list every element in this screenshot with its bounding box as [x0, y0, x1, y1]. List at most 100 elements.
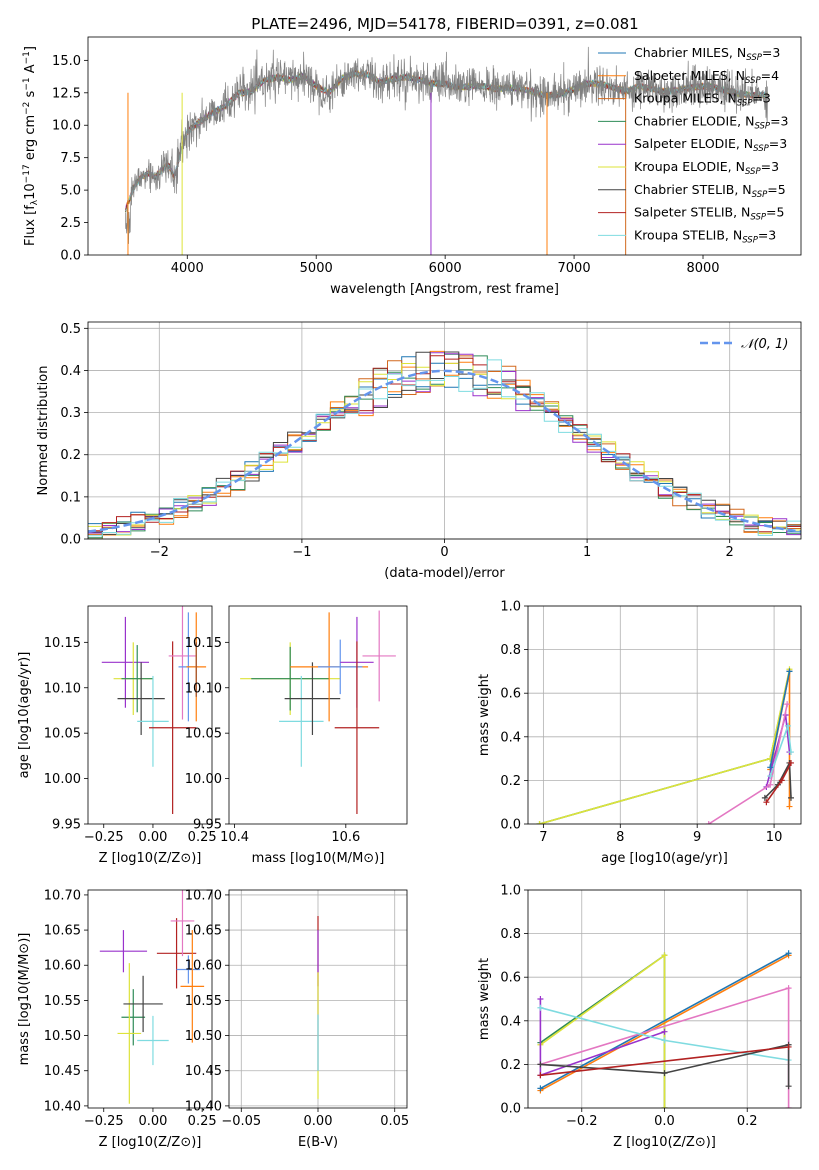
y-axis-label-part: −17: [22, 164, 32, 183]
x-axis-label: Z [log10(Z/Z⊙)]: [99, 851, 202, 866]
data-point: [99, 930, 148, 973]
weight-marker: [537, 996, 544, 1002]
y-axis-label-part: ]: [23, 46, 38, 51]
legend-entry: Chabrier MILES, NSSP=3: [634, 45, 780, 63]
weight-marker: [537, 1085, 544, 1092]
data-point: [170, 890, 195, 957]
weight-marker: [763, 799, 770, 806]
y-axis-label: Flux [fλ10−17 erg cm−2 s−1 A−1]: [22, 46, 40, 246]
y-axis-label-part: erg cm: [23, 115, 38, 164]
weight-marker: [788, 759, 795, 766]
mass_vs_ebv-axes: −0.05 0.00 0.05 10.40 10.45 10.50 10.55 10.60 10…: [185, 888, 409, 1150]
legend-entry-subscript: SSP: [745, 76, 761, 86]
weight-marker: [785, 985, 792, 992]
weight_vs_age-axes: 7 8 9 10 0.0 0.2 0.4 0.6 0.8 1.0 age [log10(age/yr…: [477, 600, 802, 866]
errorbars: [101, 606, 207, 815]
x-tick-label: 4000: [171, 261, 204, 276]
weight-series: [769, 671, 791, 768]
legend-entry: Salpeter MILES, NSSP=4: [634, 68, 779, 86]
x-tick-label: 7000: [558, 261, 591, 276]
weight-marker: [778, 777, 785, 784]
x-axis-label: mass [log10(M/M⊙)]: [252, 851, 385, 866]
y-tick-label: 0.8: [500, 927, 521, 942]
x-axis-label: age [log10(age/yr)]: [601, 851, 728, 866]
mass_vs_Z-axes: −0.25 0.00 0.25 10.40 10.45 10.50 10.55 10.60 10…: [17, 888, 217, 1150]
legend-entry-subscript: SSP: [753, 144, 769, 154]
y-tick-label: 5.0: [60, 184, 81, 199]
y-tick-label: 0.4: [60, 364, 81, 379]
x-tick-label: −0.05: [221, 1114, 261, 1129]
data-point: [251, 646, 330, 711]
y-tick-label: 10.15: [185, 636, 222, 651]
x-tick-label: 2: [726, 545, 734, 560]
y-axis-label-part: Flux [f: [23, 205, 38, 246]
y-tick-label: 10.45: [44, 1064, 81, 1079]
x-axis-label: Z [log10(Z/Z⊙)]: [613, 1135, 716, 1150]
y-tick-label: 15.0: [52, 54, 81, 69]
y-tick-label: 12.5: [52, 86, 81, 101]
y-tick-label: 10.05: [44, 727, 81, 742]
y-tick-label: 0.2: [60, 448, 81, 463]
x-tick-label: 0.00: [138, 830, 167, 845]
weight-series: [540, 1046, 789, 1077]
legend-entry-label: Chabrier ELODIE, N: [634, 113, 754, 128]
weight-marker: [767, 764, 774, 771]
legend-entry-subscript: SSP: [750, 213, 766, 223]
weight-marker: [788, 794, 795, 801]
y-tick-label: 10.60: [185, 959, 222, 974]
data-point: [137, 675, 169, 767]
legend-entry-label: Kroupa MILES, N: [634, 91, 737, 106]
x-tick-label: −0.2: [566, 1114, 598, 1129]
legend-entry-label: Chabrier MILES, N: [634, 45, 746, 60]
y-tick-label: 0.0: [60, 533, 81, 548]
x-axis-label: Z [log10(Z/Z⊙)]: [99, 1135, 202, 1150]
x-tick-label: 5000: [300, 261, 333, 276]
weight-marker: [661, 1105, 668, 1108]
x-tick-label: −1: [292, 545, 311, 560]
data-point: [362, 610, 396, 702]
axes-frame: [228, 889, 408, 1109]
x-tick-label: 9: [693, 830, 701, 845]
figure-title: PLATE=2496, MJD=54178, FIBERID=0391, z=0…: [251, 15, 638, 33]
y-tick-label: 10.10: [185, 681, 222, 696]
y-tick-label: 1.0: [500, 600, 521, 615]
legend-entry-label: Salpeter STELIB, N: [634, 205, 750, 220]
weight-marker: [785, 1043, 792, 1050]
legend-entry-value: =5: [766, 205, 784, 220]
y-tick-label: 0.0: [500, 818, 521, 833]
weight_vs_Z-axes: −0.2 0.0 0.2 0.0 0.2 0.4 0.6 0.8 1.0 Z [log10(Z/Z…: [477, 884, 802, 1150]
y-tick-label: 9.95: [193, 818, 222, 833]
data-point: [101, 616, 150, 708]
y-axis-label: mass [log10(M/M⊙)]: [17, 933, 32, 1066]
x-axis-label: E(B-V): [298, 1135, 338, 1150]
y-axis-label-part: −1: [22, 51, 32, 64]
weight-marker: [661, 952, 668, 959]
legend-entry: 𝒩(0, 1): [741, 337, 788, 352]
y-tick-label: 10.00: [185, 772, 222, 787]
weight-marker: [784, 701, 791, 708]
y-tick-label: 0.4: [500, 1014, 521, 1029]
y-axis-label-part: s: [23, 90, 38, 101]
axes-frame: [87, 605, 213, 825]
y-tick-label: 0.0: [500, 1102, 521, 1117]
legend-entry-value: =3: [752, 91, 770, 106]
x-tick-label: 7: [539, 830, 547, 845]
weight-marker: [537, 1004, 544, 1011]
weight-marker: [761, 794, 768, 801]
axes-frame: [87, 889, 213, 1109]
data-point: [279, 675, 324, 767]
data-point: [334, 641, 380, 815]
x-tick-label: 0.00: [138, 1114, 167, 1129]
weight-marker: [661, 1037, 668, 1044]
legend-entry-value: =4: [761, 68, 779, 83]
legend-entry: Salpeter STELIB, NSSP=5: [634, 205, 784, 223]
x-tick-label: 0.25: [188, 1114, 217, 1129]
y-axis-label: age [log10(age/yr)]: [17, 652, 32, 779]
x-tick-label: 6000: [429, 261, 462, 276]
weight-series: [708, 703, 788, 824]
weight-lines: [536, 666, 795, 824]
legend-entry-subscript: SSP: [737, 99, 753, 109]
data-point: [156, 918, 197, 989]
x-tick-label: 0.0: [654, 1114, 675, 1129]
legend-entry-value: =3: [769, 136, 787, 151]
